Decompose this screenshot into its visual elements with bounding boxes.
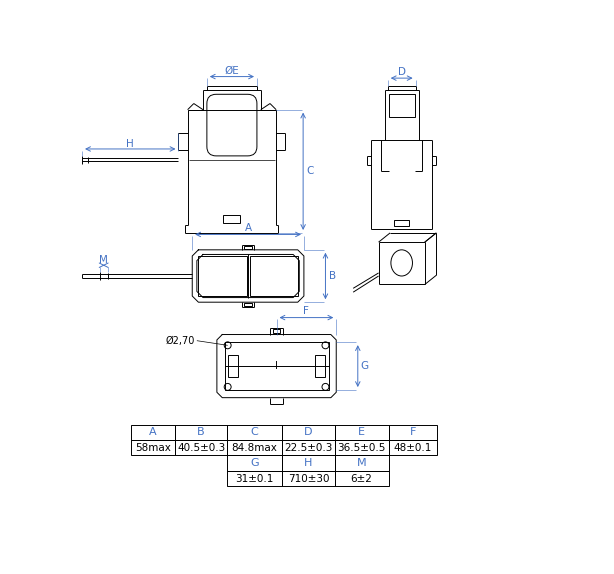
Text: A: A	[149, 427, 157, 437]
Text: Ø2,70: Ø2,70	[166, 336, 195, 346]
Text: M: M	[99, 255, 108, 265]
Bar	[394, 220, 410, 226]
Text: C: C	[251, 427, 258, 437]
Text: 48±0.1: 48±0.1	[394, 443, 432, 453]
Text: F: F	[410, 427, 416, 437]
Text: H: H	[126, 138, 134, 149]
Bar	[316, 355, 325, 377]
Bar	[335, 455, 389, 471]
Text: ØE: ØE	[225, 65, 239, 75]
Text: I: I	[275, 361, 278, 371]
Text: 22.5±0.3: 22.5±0.3	[284, 443, 333, 453]
Text: 6±2: 6±2	[351, 474, 373, 483]
Text: 84.8max: 84.8max	[231, 443, 278, 453]
Bar	[282, 471, 335, 486]
Text: G: G	[360, 361, 369, 371]
Text: E: E	[358, 427, 365, 437]
Text: 36.5±0.5: 36.5±0.5	[338, 443, 386, 453]
Bar	[282, 425, 335, 440]
Text: B: B	[197, 427, 205, 437]
Text: G: G	[251, 458, 259, 468]
Bar	[335, 471, 389, 486]
Bar	[335, 440, 389, 455]
Bar	[131, 425, 176, 440]
Bar	[250, 256, 298, 296]
Text: 31±0.1: 31±0.1	[235, 474, 274, 483]
Text: D: D	[305, 427, 313, 437]
Text: C: C	[306, 166, 314, 176]
Bar	[131, 440, 176, 455]
Bar	[282, 440, 335, 455]
Text: M: M	[357, 458, 367, 468]
Text: 58max: 58max	[135, 443, 171, 453]
Text: F: F	[303, 307, 309, 316]
Text: D: D	[398, 67, 406, 77]
Bar	[227, 440, 282, 455]
Bar	[282, 455, 335, 471]
Bar	[223, 215, 240, 223]
Bar	[273, 329, 281, 333]
Bar	[176, 425, 227, 440]
Text: B: B	[329, 271, 336, 281]
Bar	[244, 303, 252, 306]
Bar	[335, 425, 389, 440]
Bar	[389, 94, 415, 117]
Text: H: H	[305, 458, 313, 468]
Bar	[389, 440, 437, 455]
Text: 710±30: 710±30	[288, 474, 329, 483]
Bar	[227, 455, 282, 471]
Bar	[389, 425, 437, 440]
Bar	[227, 425, 282, 440]
Bar	[244, 246, 252, 249]
Bar	[198, 256, 247, 296]
Bar	[176, 440, 227, 455]
Bar	[227, 471, 282, 486]
Text: A: A	[244, 223, 252, 233]
Bar	[228, 355, 238, 377]
Text: 40.5±0.3: 40.5±0.3	[177, 443, 225, 453]
Bar	[225, 342, 328, 390]
